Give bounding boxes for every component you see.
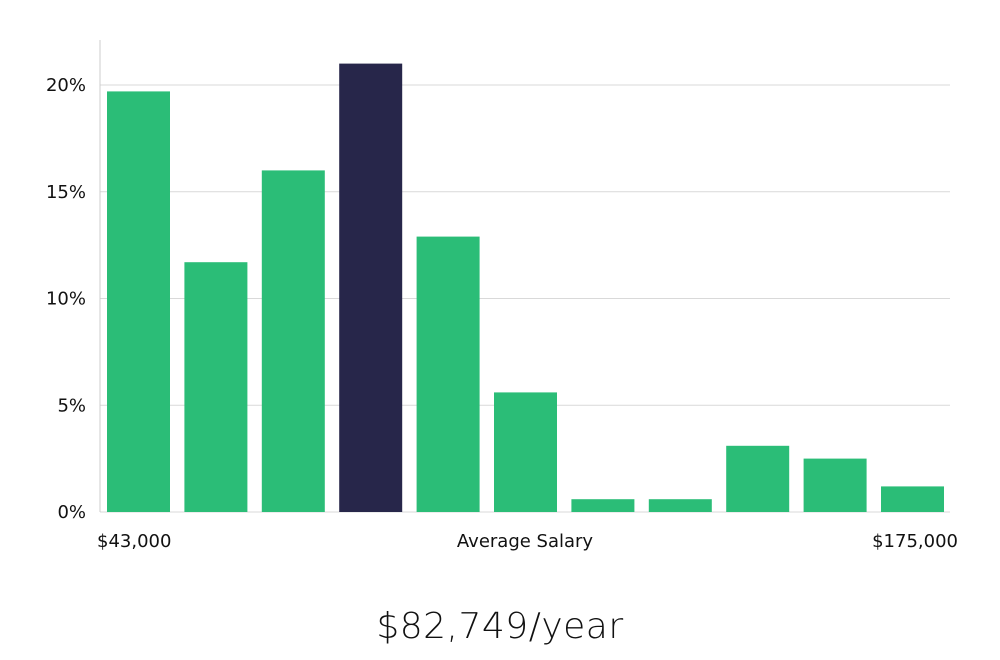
x-label-max: $175,000: [872, 531, 958, 552]
y-axis-tick-labels: 0% 5% 10% 15% 20%: [46, 75, 86, 523]
x-axis-title: Average Salary: [457, 531, 594, 552]
histogram-bar[interactable]: [803, 458, 867, 512]
histogram-bar[interactable]: [726, 445, 790, 512]
histogram-bar[interactable]: [494, 392, 557, 512]
y-tick-label-20: 20%: [46, 75, 86, 96]
histogram-bar[interactable]: [107, 91, 170, 513]
x-label-min: $43,000: [97, 531, 171, 552]
y-tick-label-0: 0%: [57, 502, 86, 523]
average-salary-headline: $82,749/year: [376, 606, 624, 647]
histogram-bar[interactable]: [571, 499, 635, 512]
y-tick-label-15: 15%: [46, 182, 86, 203]
histogram-bar[interactable]: [416, 236, 480, 512]
histogram-bar[interactable]: [881, 486, 944, 512]
histogram-bar-highlighted[interactable]: [339, 63, 403, 512]
y-tick-label-10: 10%: [46, 289, 86, 310]
histogram-bar[interactable]: [648, 499, 712, 512]
histogram-bar[interactable]: [261, 170, 325, 512]
histogram-bar[interactable]: [184, 262, 248, 512]
y-tick-label-5: 5%: [57, 395, 86, 416]
histogram-bars: [107, 63, 944, 513]
